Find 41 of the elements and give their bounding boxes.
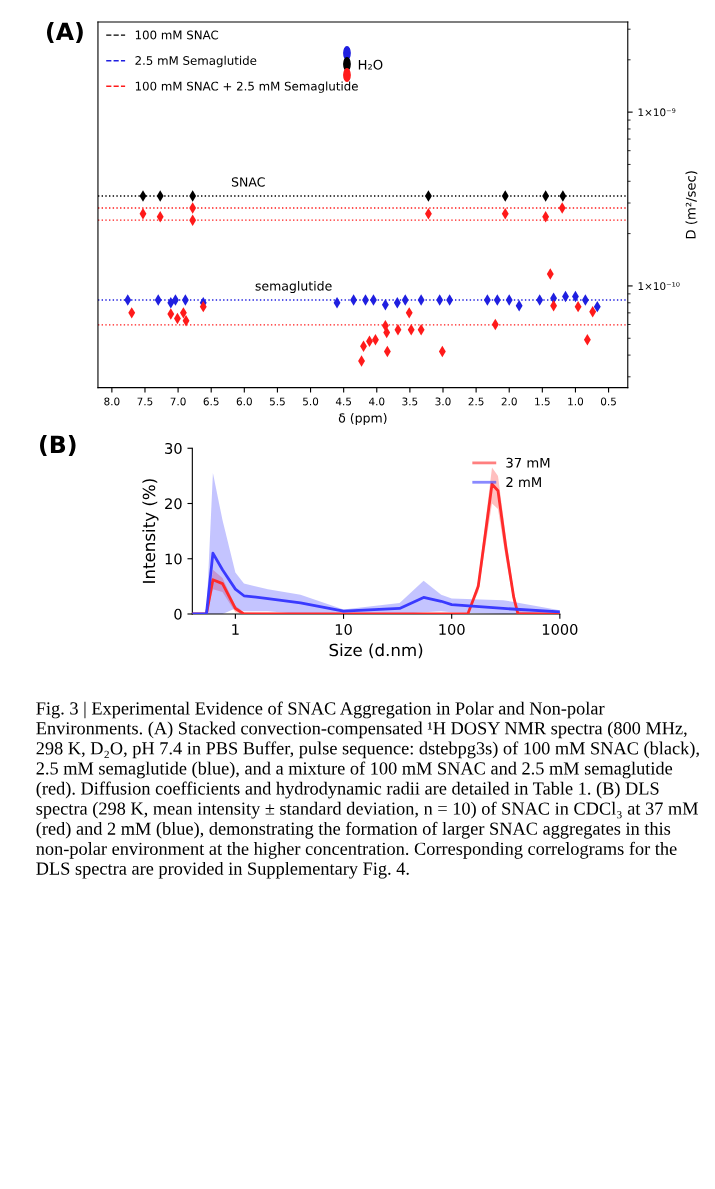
x-tick-label: 1.0 [568,397,584,406]
x-tick-label: 6.5 [203,397,219,406]
x-tick-label: 0.5 [600,397,616,406]
y-tick-label: 1×10⁻⁹ [638,108,676,117]
x-tick-label: 7.5 [137,397,153,406]
x-tick-label: 2.0 [501,397,517,406]
x-tick-label: 10 [335,623,352,636]
legend-label: 2.5 mM Semaglutide [135,55,257,68]
y-axis-title: D (m²/sec) [685,171,698,239]
x-tick-label: 3.0 [435,397,451,406]
x-tick-label: 1000 [542,623,578,636]
x-tick-label: 5.5 [269,397,285,406]
chart-title: (A) [47,22,83,44]
annotation: semaglutide [255,280,332,294]
x-tick-label: 100 [439,623,465,636]
text: Fig. 3 | Experimental Evidence of SNAC Aggregation in Polar and Non-polar Environments. (A) Stacked convection-compensated ¹H DOSY NMR spectra (800 MHz, 298 K, D₂O, pH 7.4 in PBS Buffer, pulse sequence: dstebpg3s) of 100 mM SNAC (black), 2.5 mM semaglutide (blue), and a mixture of 100 mM SNAC and 2.5 mM semaglutide (red). Diffusion coefficients and hydrodynamic radii are detailed in Table 1. (B) DLS spectra (298 K, mean intensity ± standard deviation, n = 10) of SNAC in CDCl₃ at 37 mM (red) and 2 mM (blue), demonstrating the formation of larger SNAC aggregates in this non-polar environment at the higher concentration. Corresponding correlograms for the DLS spectra are provided in Supplementary Fig. 4. [36,701,699,879]
x-tick-label: 7.0 [170,397,186,406]
y-tick-label: 10 [165,553,182,565]
x-axis-title: δ (ppm) [338,412,387,426]
chart-title: (B) [40,435,76,457]
y-tick-label: 20 [165,498,182,510]
x-tick-label: 8.0 [104,397,120,406]
y-tick-label: 1×10⁻¹⁰ [638,282,680,291]
y-axis-title: Intensity (%) [142,479,159,583]
y-tick-label: 30 [165,442,182,454]
x-tick-label: 6.0 [236,397,252,406]
x-tick-label: 5.0 [303,397,319,406]
legend-label: 37 mM [506,457,550,468]
x-axis-title: Size (d.nm) [329,643,423,659]
legend-label: 2 mM [506,477,541,487]
annotation: SNAC [231,177,265,187]
x-tick-label: 1.5 [535,397,550,406]
legend-label: 100 mM SNAC + 2.5 mM Semaglutide [135,81,358,93]
x-tick-label: 2.5 [468,397,484,406]
x-tick-label: 3.5 [402,397,418,406]
legend-label: 100 mM SNAC [135,30,219,40]
x-tick-label: 4.5 [335,397,352,406]
annotation: H₂O [358,59,383,70]
x-tick-label: 1 [232,624,239,635]
y-tick-label: 0 [174,608,182,620]
x-tick-label: 4.0 [369,397,385,406]
